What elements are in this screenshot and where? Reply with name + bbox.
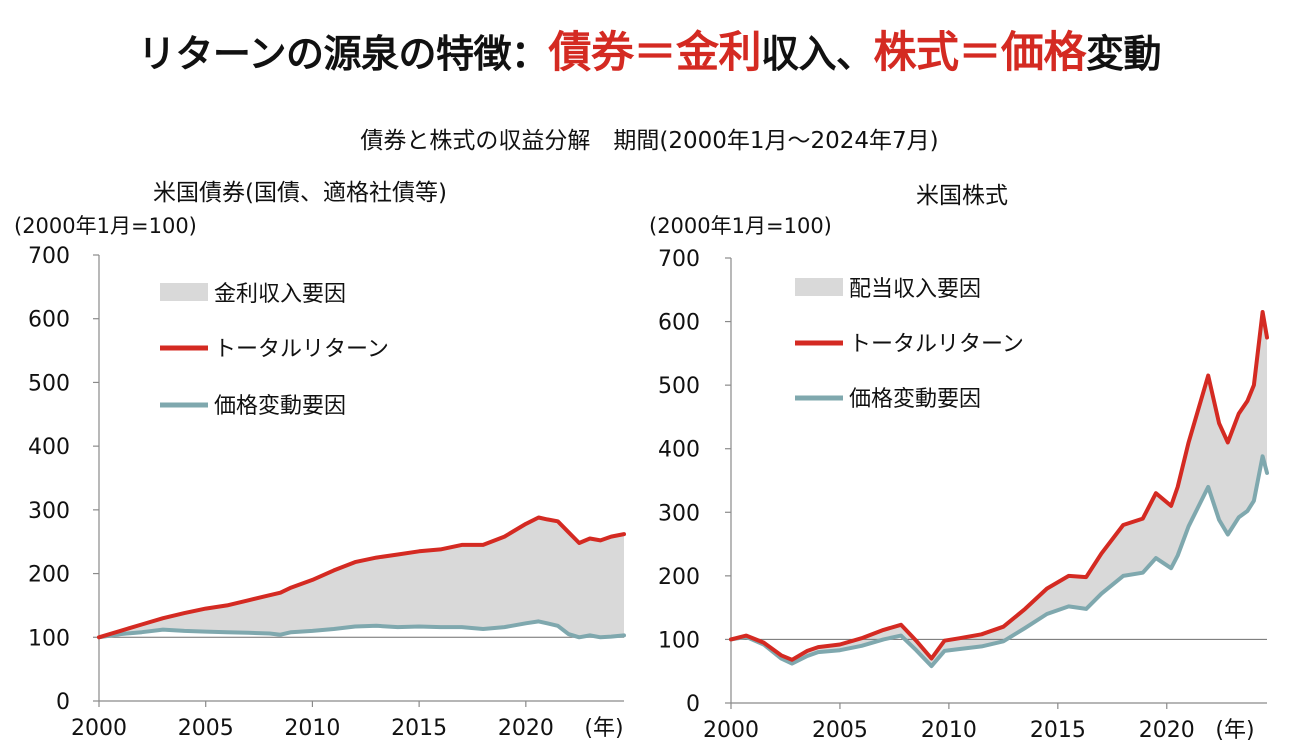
bond-income-area [99, 517, 624, 638]
equity-x-tick-label: 2000 [703, 718, 759, 743]
title-part3: 収入、 [761, 32, 874, 76]
bond-y-tick-label: 400 [28, 435, 70, 460]
bond-panel-title: 米国債券(国債、適格社債等) [153, 180, 447, 206]
bond-y-tick-label: 0 [56, 690, 70, 715]
bond-total-return-line [97, 515, 626, 640]
equity-panel-title: 米国株式 [916, 183, 1008, 209]
equity-y-tick-label: 100 [658, 628, 700, 653]
equity-income-area [731, 312, 1267, 667]
equity-price-line [729, 454, 1269, 669]
bond-y-tick-label: 100 [28, 626, 70, 651]
equity-legend-area-swatch [795, 278, 843, 296]
equity-total-return-line [729, 310, 1269, 662]
bond-y-tick-label: 700 [28, 244, 70, 269]
bond-y-tick-label: 200 [28, 563, 70, 588]
equity-y-tick-label: 300 [658, 501, 700, 526]
bond-x-tick-label: 2000 [71, 716, 127, 741]
equity-y-tick-label: 0 [686, 692, 700, 717]
equity-x-tick-label: 2015 [1030, 718, 1086, 743]
bond-y-tick-label: 300 [28, 499, 70, 524]
equity-legend-label: 配当収入要因 [849, 277, 981, 302]
equity-x-axis-unit: (年) [1215, 718, 1254, 743]
bond-y-tick-label: 500 [28, 371, 70, 396]
equity-y-axis-label: (2000年1月=100) [649, 214, 832, 238]
equity-x-tick-label: 2005 [812, 718, 868, 743]
bond-y-axis-label: (2000年1月=100) [14, 214, 197, 238]
title-part2: 債券＝金利 [548, 28, 762, 78]
equity-x-tick-label: 2020 [1139, 718, 1195, 743]
equity-y-tick-label: 500 [658, 374, 700, 399]
equity-legend-label: 価格変動要因 [849, 387, 981, 412]
bond-x-tick-label: 2010 [284, 716, 340, 741]
equity-y-tick-label: 200 [658, 565, 700, 590]
main-title: リターンの源泉の特徴：債券＝金利収入、株式＝価格変動 [0, 18, 1299, 80]
bond-x-tick-label: 2020 [498, 716, 554, 741]
bond-legend-label: トータルリターン [214, 337, 389, 362]
title-part1: リターンの源泉の特徴： [137, 32, 549, 76]
bond-x-tick-label: 2015 [391, 716, 447, 741]
equity-y-tick-label: 400 [658, 438, 700, 463]
equity-y-tick-label: 600 [658, 311, 700, 336]
chart-subtitle: 債券と株式の収益分解 期間(2000年1月～2024年7月) [360, 128, 939, 154]
bond-x-axis-unit: (年) [584, 716, 623, 741]
bond-legend-area-swatch [160, 283, 208, 301]
bond-y-tick-label: 600 [28, 308, 70, 333]
bond-price-line [97, 619, 626, 640]
equity-legend-label: トータルリターン [849, 332, 1024, 357]
bond-legend-label: 価格変動要因 [214, 394, 346, 419]
equity-y-tick-label: 700 [658, 247, 700, 272]
title-part4: 株式＝価格 [873, 28, 1087, 78]
bond-legend-label: 金利収入要因 [214, 282, 346, 307]
bond-x-tick-label: 2005 [178, 716, 234, 741]
equity-x-tick-label: 2010 [921, 718, 977, 743]
title-part5: 変動 [1086, 32, 1162, 76]
